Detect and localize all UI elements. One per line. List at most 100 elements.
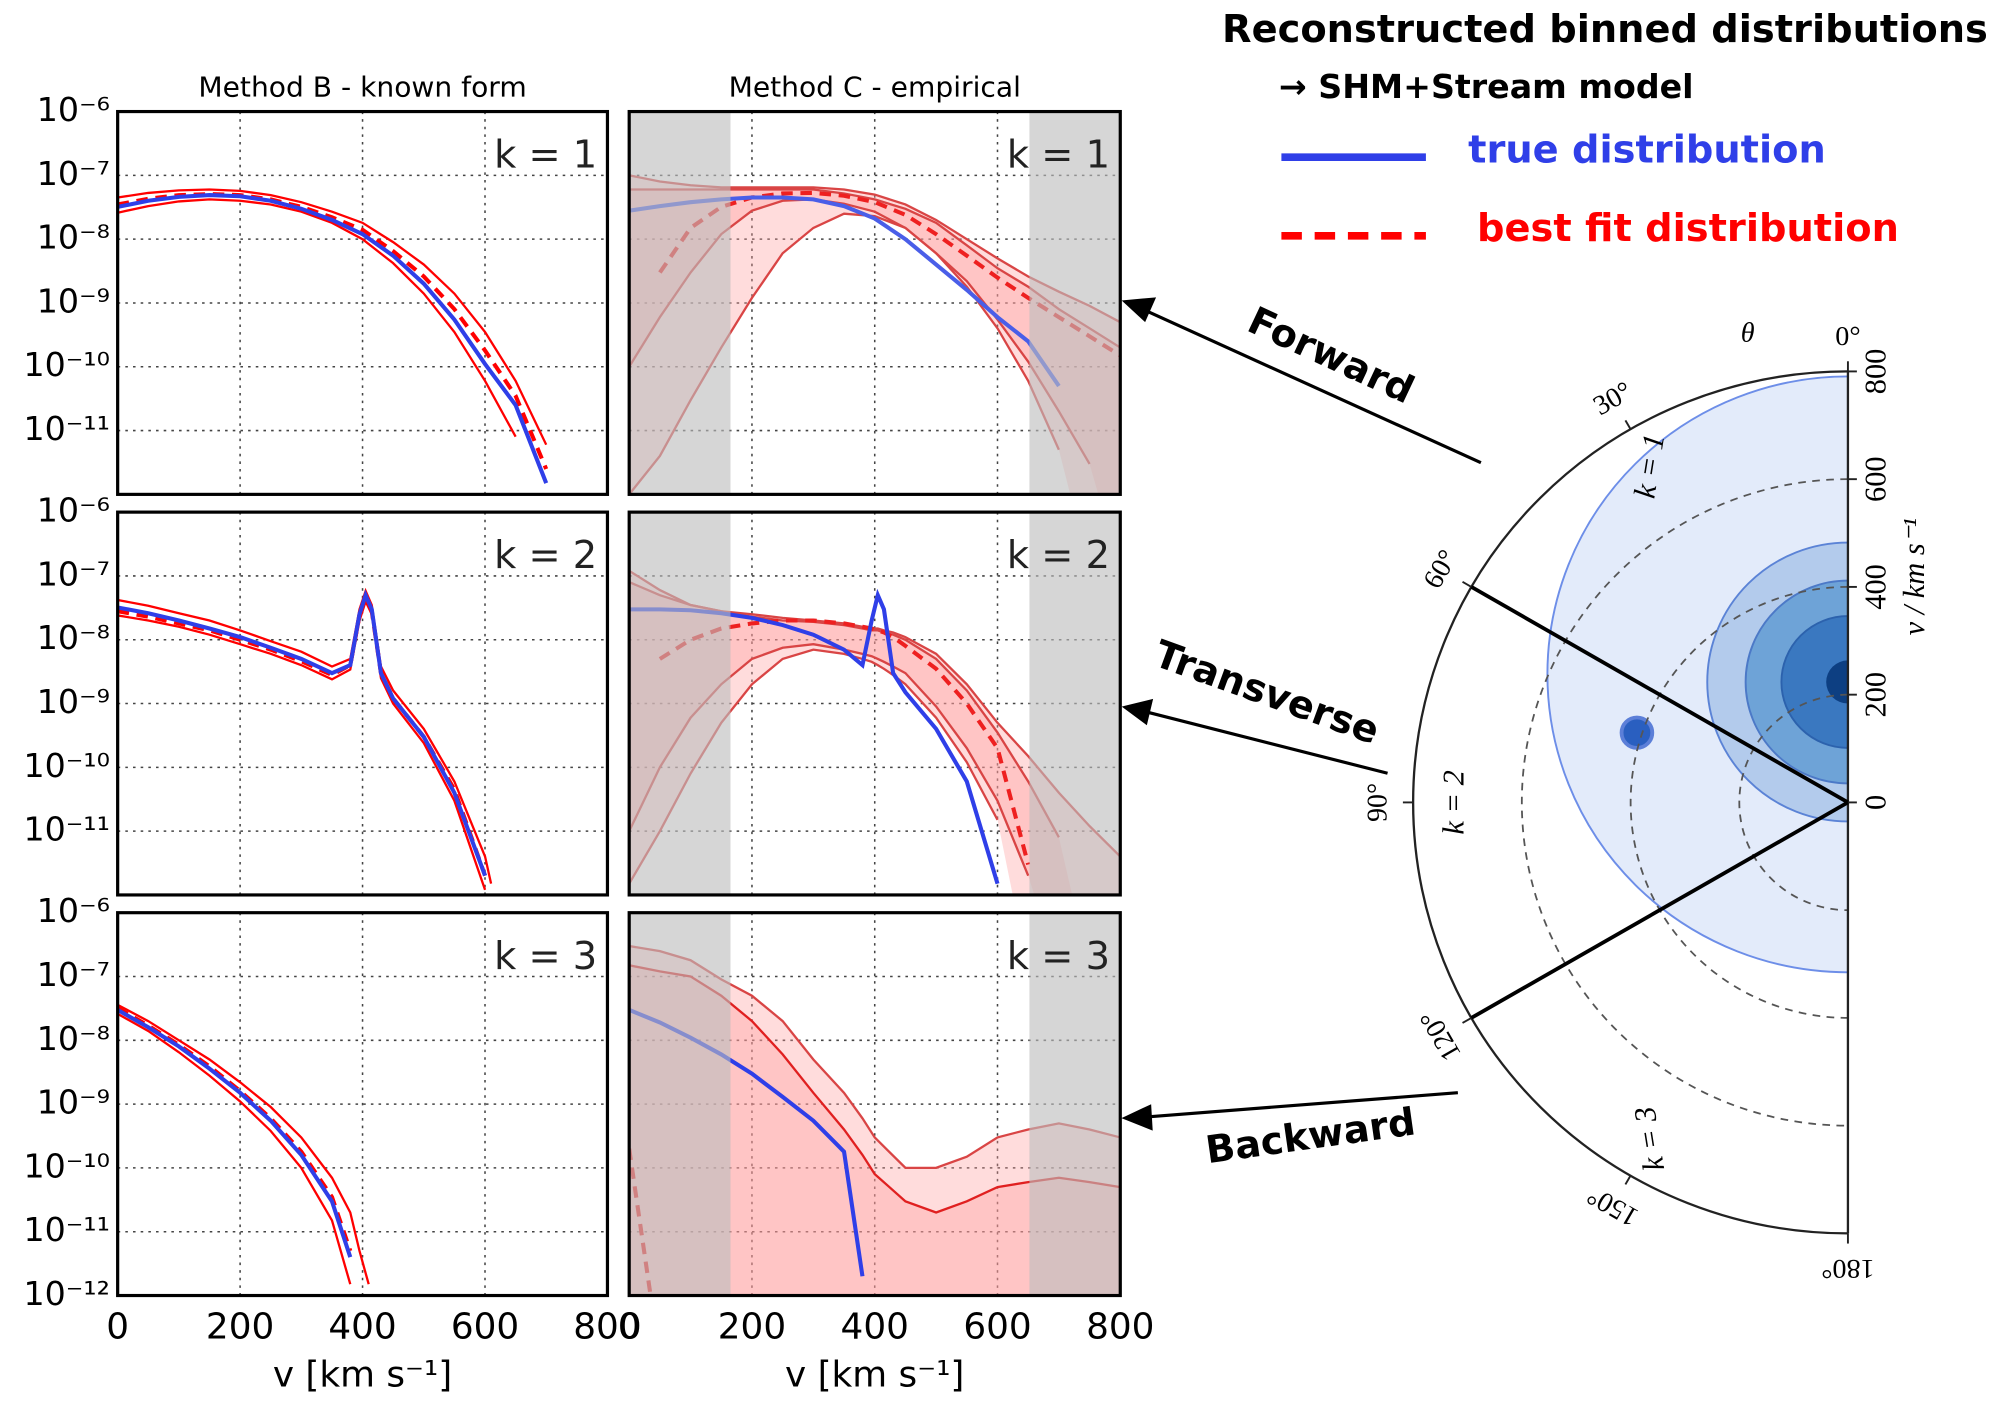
y-tick-label: 10⁻¹⁰ [23,1147,110,1186]
x-tick-label: 600 [451,1307,519,1348]
y-tick-label: 10⁻⁸ [37,1019,110,1058]
series-line [117,592,487,877]
panel-frame [116,109,610,496]
theta-tick [1624,1175,1632,1185]
panel-frame [116,510,610,897]
x-tick-label: 400 [328,1307,396,1348]
y-tick-label: 10⁻⁸ [37,218,110,257]
band-fill [629,175,1121,495]
r-tick-label: 800 [1859,349,1893,395]
y-tick-label: 10⁻¹¹ [23,810,110,849]
theta-tick-label: 180° [1821,1253,1874,1284]
arrows [1121,297,1482,1131]
x-axis-label: v [km s⁻¹] [273,1355,452,1396]
shaded-region [1029,111,1121,495]
panel-annotation: k = 1 [494,134,597,178]
y-tick-label: 10⁻¹² [23,1274,110,1313]
y-tick-label: 10⁻⁶ [37,90,110,129]
y-tick-label: 10⁻¹¹ [23,409,110,448]
plot-area [117,512,608,895]
grid-circle [1629,586,1848,1019]
y-tick-label: 10⁻⁶ [37,891,110,930]
band-line [117,1003,370,1285]
sector-label: k = 2 [1437,770,1471,834]
y-tick-label: 10⁻⁸ [37,618,110,657]
x-tick-label: 800 [1086,1307,1154,1348]
theta-axis-label: θ [1741,317,1755,348]
band-fill [629,582,1073,895]
panel-annotation: k = 1 [1007,134,1110,178]
legend-label: true distribution [1468,129,1826,173]
legend-subtitle: → SHM+Stream model [1279,67,1694,106]
x-tick-label: 600 [963,1307,1031,1348]
panel-title: Method B - known form [198,71,526,104]
band-line [117,598,487,891]
grid-circle [1738,693,1848,912]
band-line [117,1012,352,1285]
panel-annotation: k = 2 [1007,534,1110,578]
x-tick-label: 200 [718,1307,786,1348]
panel-annotation: k = 3 [494,935,597,979]
y-tick-label: 10⁻⁶ [37,491,110,530]
plot-area [629,912,1121,1296]
panel-annotation: k = 2 [494,534,597,578]
panel-frame [627,109,1122,496]
y-tick-label: 10⁻⁹ [37,282,110,321]
series-line [117,589,487,877]
theta-tick-label: 90° [1362,783,1393,822]
r-tick-label: 200 [1859,672,1893,718]
sector-edge [1470,585,1849,805]
series-line [117,193,549,484]
band-fill [629,570,1121,895]
band-line [117,198,517,438]
sector-edge [1470,800,1849,1020]
band-fill [629,965,1121,1296]
legend-title: Reconstructed binned distributions [1222,8,1988,52]
band-line [117,188,548,446]
plot-area [117,912,608,1296]
plot-area [629,512,1121,895]
x-tick-label: 800 [573,1307,641,1348]
outer-arc [1412,370,1848,1235]
legend-label: best fit distribution [1477,207,1899,251]
x-tick-label: 0 [618,1307,641,1348]
shaded-region [629,912,731,1296]
y-tick-label: 10⁻⁷ [37,955,110,994]
shaded-region [629,111,731,495]
r-tick-label: 600 [1859,456,1893,502]
panel-title: Method C - empirical [729,71,1021,104]
plot-area [629,111,1121,495]
grid-circle [1520,478,1848,1127]
theta-tick-label: 0° [1835,321,1860,352]
shaded-region [629,512,731,895]
panel-frame [627,911,1122,1298]
x-axis-label: v [km s⁻¹] [785,1355,964,1396]
theta-tick [1462,1017,1472,1024]
r-tick-label: 400 [1859,564,1893,610]
series-line [117,192,549,470]
y-tick-label: 10⁻⁹ [37,1083,110,1122]
y-tick-label: 10⁻⁷ [37,154,110,193]
plot-area [117,111,608,495]
x-tick-label: 0 [106,1307,129,1348]
r-axis-label: v / km s⁻¹ [1897,518,1931,635]
band-fill [629,946,1121,1296]
y-tick-label: 10⁻¹¹ [23,1210,110,1249]
y-tick-label: 10⁻¹⁰ [23,746,110,785]
panel-frame [627,510,1122,897]
panel-frame [116,911,610,1298]
shaded-region [1029,512,1121,895]
theta-tick [1624,419,1632,430]
x-tick-label: 400 [841,1307,909,1348]
shaded-region [1029,912,1121,1296]
y-tick-label: 10⁻⁹ [37,682,110,721]
y-tick-label: 10⁻⁷ [37,555,110,594]
theta-tick [1462,581,1472,588]
y-tick-label: 10⁻¹⁰ [23,345,110,384]
r-tick-label: 0 [1859,795,1893,810]
panel-annotation: k = 3 [1007,935,1110,979]
series-line [117,1008,353,1258]
x-tick-label: 200 [206,1307,274,1348]
